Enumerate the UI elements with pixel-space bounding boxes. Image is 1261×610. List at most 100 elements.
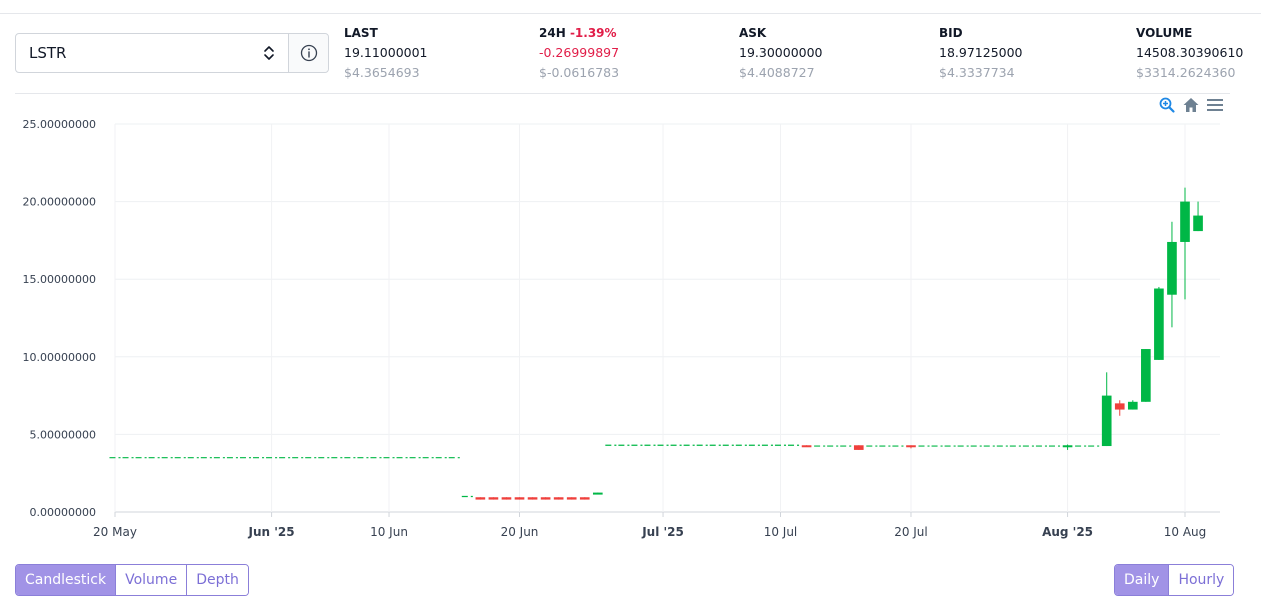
- flat-price-segments: [109, 444, 1100, 498]
- stat-24h: 24H -1.39% -0.26999897 $-0.0616783: [539, 25, 619, 81]
- candle-body: [592, 492, 603, 495]
- candle: [1141, 349, 1151, 402]
- chart-grid: [114, 123, 1220, 517]
- candle-body: [514, 497, 525, 500]
- candle: [1167, 221, 1177, 328]
- candle-body: [579, 497, 590, 500]
- x-tick-label: Aug '25: [1042, 525, 1093, 539]
- tab-hourly[interactable]: Hourly: [1169, 565, 1234, 595]
- stat-volume-label: VOLUME: [1136, 26, 1193, 40]
- x-tick-label: 10 Aug: [1164, 525, 1207, 539]
- candle: [853, 445, 864, 450]
- candle-body: [553, 497, 564, 500]
- stat-bid-usd: $4.3337734: [939, 65, 1015, 80]
- candle-body: [1141, 349, 1151, 402]
- info-icon: [300, 44, 317, 62]
- market-select-value: LSTR: [29, 44, 67, 62]
- market-select[interactable]: LSTR: [16, 34, 289, 72]
- stat-24h-label: 24H: [539, 26, 566, 40]
- home-icon[interactable]: [1182, 96, 1200, 114]
- y-tick-label: 25.00000000: [23, 118, 96, 131]
- candles: [475, 187, 1203, 500]
- zoom-in-icon[interactable]: [1158, 96, 1176, 114]
- candle: [906, 445, 916, 449]
- chart-divider: [15, 93, 1230, 94]
- candle-body: [1114, 403, 1125, 410]
- tab-candlestick[interactable]: Candlestick: [16, 565, 117, 595]
- stat-bid-label: BID: [939, 26, 963, 40]
- chart-toolbar: [1158, 96, 1224, 114]
- stat-last: LAST 19.11000001 $4.3654693: [344, 25, 428, 81]
- candle-body: [566, 497, 577, 500]
- candle: [514, 497, 525, 500]
- x-tick-label: 20 Jul: [894, 525, 928, 539]
- y-tick-label: 5.00000000: [30, 428, 96, 441]
- candle-body: [1154, 288, 1164, 360]
- candle: [1062, 444, 1073, 450]
- stat-last-label: LAST: [344, 26, 378, 40]
- tab-depth[interactable]: Depth: [187, 565, 248, 595]
- top-divider: [0, 13, 1261, 14]
- candle: [1154, 286, 1164, 360]
- stat-bid: BID 18.97125000 $4.3337734: [939, 25, 1023, 81]
- stat-volume-value: 14508.30390610: [1136, 45, 1244, 60]
- y-tick-label: 0.00000000: [30, 506, 96, 519]
- y-tick-label: 20.00000000: [23, 196, 96, 209]
- stat-24h-usd: $-0.0616783: [539, 65, 620, 80]
- x-tick-label: 20 May: [93, 525, 137, 539]
- x-axis: 20 May Jun '25 10 Jun 20 Jun Jul '25 10 Jul 20…: [93, 525, 1206, 539]
- stat-last-usd: $4.3654693: [344, 65, 420, 80]
- candle: [579, 497, 590, 500]
- candle: [501, 497, 512, 500]
- stat-24h-value: -0.26999897: [539, 45, 620, 60]
- candle: [1127, 400, 1138, 410]
- candle: [475, 497, 486, 500]
- candle-body: [501, 497, 512, 500]
- stat-24h-pct: -1.39%: [569, 26, 617, 40]
- stat-volume: VOLUME 14508.30390610 $3314.2624360: [1136, 25, 1243, 81]
- candle: [540, 497, 551, 500]
- candle: [1180, 187, 1190, 300]
- candlestick-chart: 25.00000000 20.00000000 15.00000000 10.0000…: [23, 118, 1220, 539]
- menu-icon[interactable]: [1206, 96, 1224, 114]
- x-tick-label: Jul '25: [641, 525, 684, 539]
- candle-body: [1193, 215, 1203, 232]
- stat-ask-label: ASK: [739, 26, 767, 40]
- candle: [1114, 400, 1125, 416]
- candle: [553, 497, 564, 500]
- candle-body: [906, 445, 916, 448]
- tab-daily[interactable]: Daily: [1115, 565, 1170, 595]
- candle: [592, 492, 603, 495]
- y-tick-label: 10.00000000: [23, 351, 96, 364]
- y-tick-label: 15.00000000: [23, 273, 96, 286]
- stat-volume-usd: $3314.2624360: [1136, 65, 1236, 80]
- x-tick-label: 10 Jul: [764, 525, 798, 539]
- candle-body: [801, 445, 812, 448]
- chart-type-tabs: Candlestick Volume Depth: [15, 564, 249, 596]
- stat-last-value: 19.11000001: [344, 45, 428, 60]
- stat-ask-usd: $4.4088727: [739, 65, 815, 80]
- candle-body: [1127, 401, 1138, 410]
- candle: [801, 445, 812, 448]
- candle-body: [1180, 201, 1190, 242]
- x-tick-label: 20 Jun: [501, 525, 539, 539]
- y-axis: 25.00000000 20.00000000 15.00000000 10.0000…: [23, 118, 96, 519]
- candle-body: [527, 497, 538, 500]
- candle-body: [853, 445, 864, 450]
- stat-ask: ASK 19.30000000 $4.4088727: [739, 25, 823, 81]
- stat-24h-label-row: 24H -1.39%: [539, 25, 619, 41]
- stat-ask-value: 19.30000000: [739, 45, 823, 60]
- candle-body: [540, 497, 551, 500]
- tab-volume[interactable]: Volume: [116, 565, 188, 595]
- market-info-button[interactable]: [289, 34, 328, 72]
- candle: [488, 497, 499, 500]
- interval-tabs: Daily Hourly: [1114, 564, 1235, 596]
- candle-body: [1167, 241, 1177, 295]
- candle-body: [475, 497, 486, 500]
- chevron-updown-icon: [264, 46, 274, 60]
- candle-body: [1101, 395, 1112, 447]
- candle: [527, 497, 538, 500]
- candle: [1193, 201, 1203, 232]
- market-selector[interactable]: LSTR: [15, 33, 329, 73]
- x-tick-label: 10 Jun: [370, 525, 408, 539]
